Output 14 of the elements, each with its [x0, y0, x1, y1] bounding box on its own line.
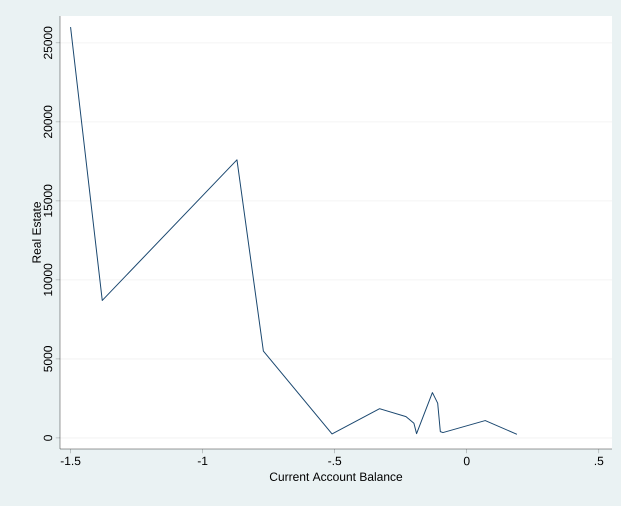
- x-tick-label: .5: [594, 456, 604, 466]
- y-tick-label: 0: [44, 435, 52, 441]
- x-tick-label: -1.5: [60, 456, 80, 466]
- x-tick-label: 0: [464, 456, 470, 466]
- y-tick-label: 20000: [44, 106, 52, 138]
- y-axis-title: Real Estate: [32, 202, 41, 263]
- line-series: [70, 26, 518, 435]
- x-axis-title: Current Account Balance: [270, 472, 402, 481]
- x-tick-label: -.5: [328, 456, 342, 466]
- y-tick-label: 5000: [44, 346, 52, 372]
- x-tick-label: -1: [198, 456, 208, 466]
- y-tick-label: 25000: [44, 26, 52, 59]
- y-tick-label: 10000: [44, 264, 52, 296]
- y-tick-label: 15000: [44, 184, 52, 217]
